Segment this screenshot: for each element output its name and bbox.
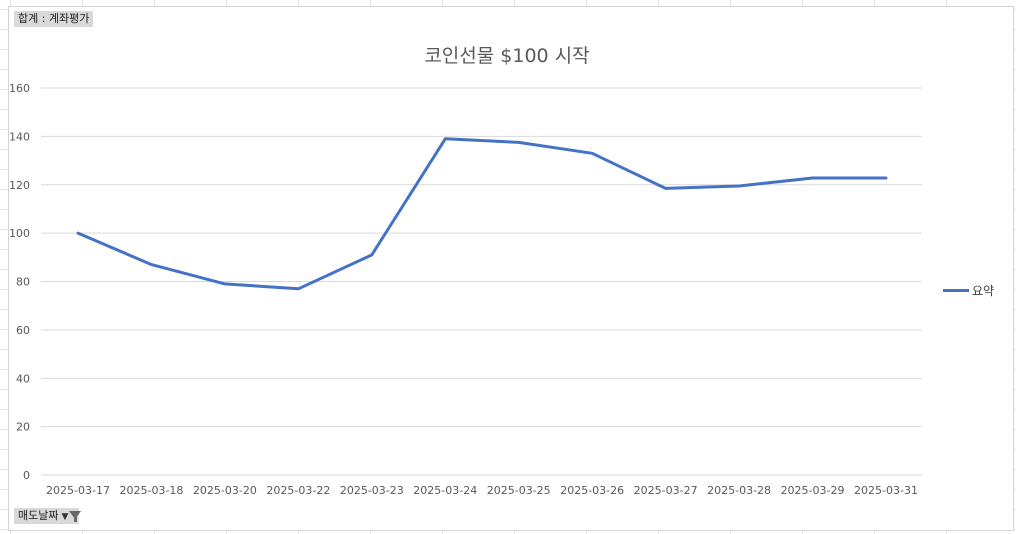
data-point[interactable]: [221, 280, 229, 288]
y-tick-label: 20: [16, 421, 30, 434]
data-point[interactable]: [735, 182, 743, 190]
y-tick-label: 160: [9, 82, 30, 95]
chart-title: 코인선물 $100 시작: [424, 45, 589, 67]
data-point[interactable]: [368, 251, 376, 259]
data-point[interactable]: [147, 261, 155, 269]
series-line-0[interactable]: [76, 137, 888, 291]
y-tick-label: 80: [16, 276, 30, 289]
y-tick-label: 0: [23, 469, 30, 482]
x-tick-label: 2025-03-25: [487, 484, 551, 497]
value-field-button[interactable]: 합계 : 계좌평가: [14, 11, 94, 27]
y-tick-label: 60: [16, 324, 30, 337]
x-tick-label: 2025-03-31: [854, 484, 918, 497]
data-point[interactable]: [662, 184, 670, 192]
axis-field-button[interactable]: 매도날짜 ▼: [14, 508, 82, 524]
axis-field-label: 매도날짜: [18, 509, 59, 522]
data-point[interactable]: [74, 229, 82, 237]
data-point[interactable]: [809, 174, 817, 182]
x-tick-label: 2025-03-18: [119, 484, 183, 497]
dropdown-arrow-icon: ▼: [61, 512, 69, 522]
x-tick-label: 2025-03-22: [266, 484, 330, 497]
y-tick-label: 40: [16, 372, 30, 385]
pivot-chart[interactable]: [8, 6, 1014, 531]
data-point[interactable]: [515, 138, 523, 146]
x-tick-label: 2025-03-17: [46, 484, 110, 497]
y-tick-label: 120: [9, 179, 30, 192]
x-tick-label: 2025-03-26: [560, 484, 624, 497]
x-tick-label: 2025-03-20: [193, 484, 257, 497]
x-tick-label: 2025-03-24: [413, 484, 477, 497]
legend-line-swatch: [943, 289, 969, 292]
value-field-label: 합계 : 계좌평가: [18, 12, 90, 25]
data-point[interactable]: [294, 285, 302, 293]
chart-legend[interactable]: 요약: [943, 282, 994, 299]
x-tick-label: 2025-03-29: [781, 484, 845, 497]
x-tick-label: 2025-03-27: [634, 484, 698, 497]
data-point[interactable]: [588, 149, 596, 157]
y-tick-label: 100: [9, 227, 30, 240]
x-tick-label: 2025-03-23: [340, 484, 404, 497]
filter-icon: [69, 511, 82, 519]
y-tick-label: 140: [9, 130, 30, 143]
x-tick-label: 2025-03-28: [707, 484, 771, 497]
legend-label: 요약: [972, 284, 995, 298]
data-point[interactable]: [882, 174, 890, 182]
data-point[interactable]: [441, 135, 449, 143]
